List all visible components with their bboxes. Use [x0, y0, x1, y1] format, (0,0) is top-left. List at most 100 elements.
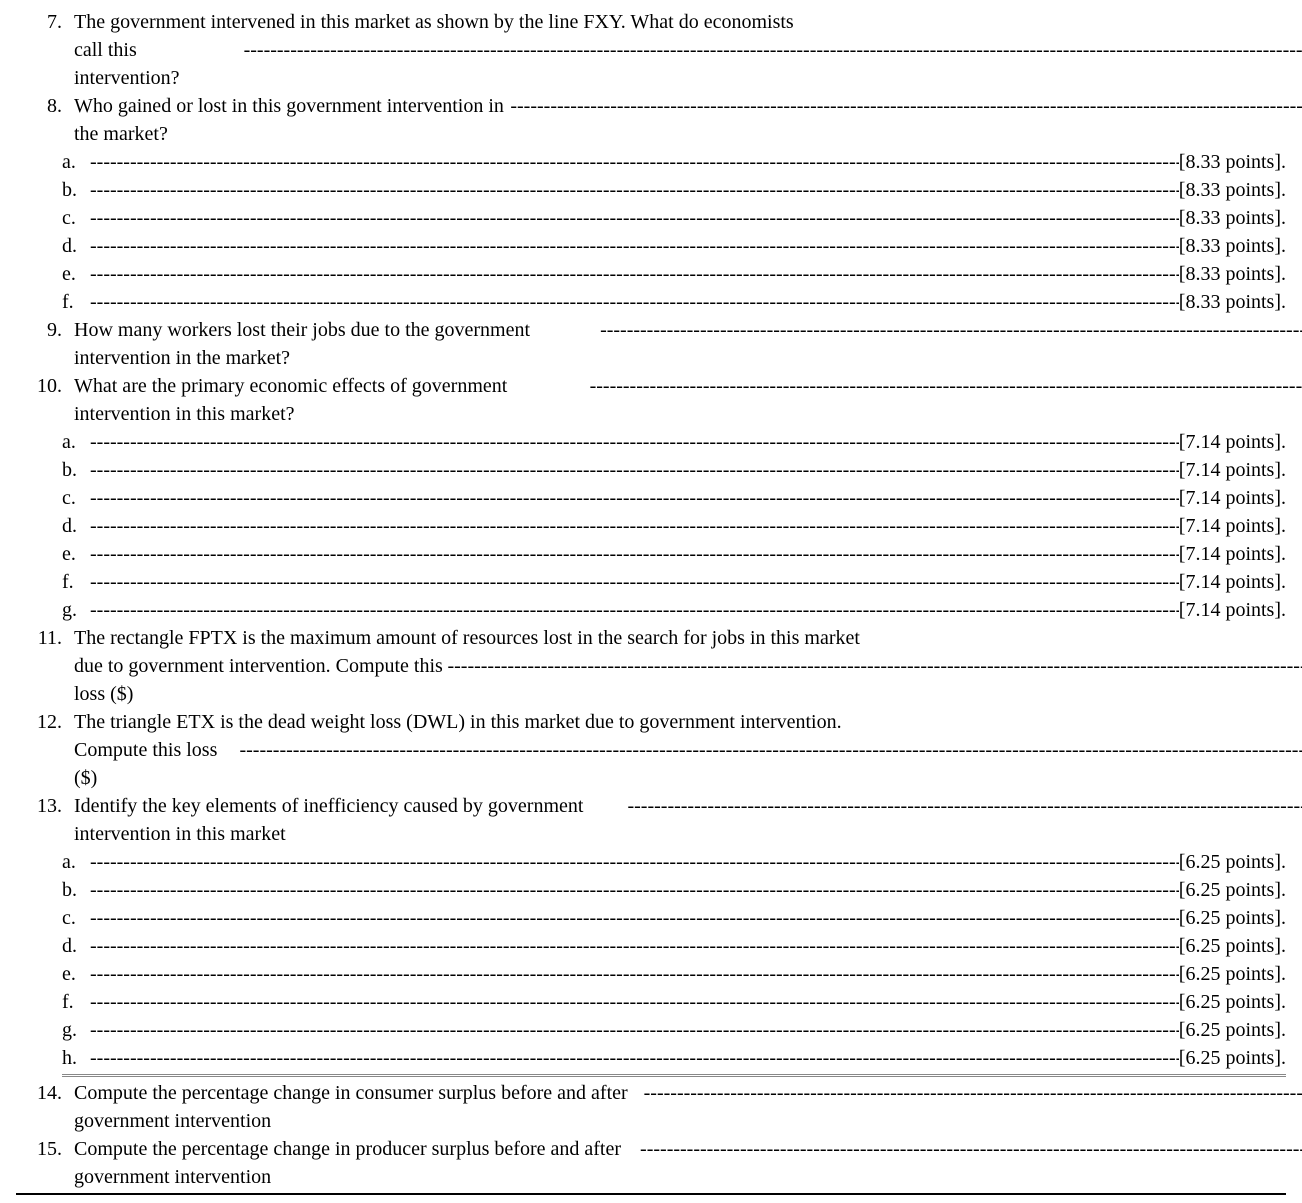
- dash-fill: [90, 232, 1179, 260]
- subitem-label: a.: [62, 148, 90, 176]
- question-line: call this intervention? [50 points].: [74, 36, 1302, 92]
- points-label: [8.33 points].: [1179, 232, 1286, 260]
- question-row: call this intervention? [50 points].: [16, 36, 1286, 92]
- points-label: [7.14 points].: [1179, 484, 1286, 512]
- question-row: 8.Who gained or lost in this government …: [16, 92, 1286, 148]
- text-segment: Compute the percentage change in produce…: [74, 1138, 621, 1188]
- dash-fill: [90, 1044, 1179, 1072]
- subitem-row: d. [8.33 points].: [16, 232, 1286, 260]
- subitem-row: b. [8.33 points].: [16, 176, 1286, 204]
- points-label: [8.33 points].: [1179, 176, 1286, 204]
- text-segment: in this market due to government interve…: [465, 711, 842, 733]
- points-label: [6.25 points].: [1179, 876, 1286, 904]
- text-segment: is the maximum amount of resources lost …: [237, 627, 860, 649]
- dash-fill: [627, 792, 1302, 820]
- subitem-row: g. [7.14 points].: [16, 596, 1286, 624]
- question-number: 15.: [16, 1135, 74, 1163]
- points-label: [6.25 points].: [1179, 988, 1286, 1016]
- question-text: Compute this loss ($): [74, 736, 237, 792]
- question-body: What are the primary economic effects of…: [74, 372, 1302, 428]
- subitem-label: g.: [62, 1016, 90, 1044]
- dash-fill: [90, 428, 1179, 456]
- dash-fill: [90, 876, 1179, 904]
- question-row: 7.The government intervened in this mark…: [16, 8, 1286, 36]
- question-text: due to government intervention. Compute …: [74, 652, 445, 708]
- horizontal-rule: [62, 1074, 1286, 1077]
- dash-fill: [590, 372, 1302, 400]
- question-row: 11.The rectangle FPTX is the maximum amo…: [16, 624, 1286, 652]
- points-label: [7.14 points].: [1179, 596, 1286, 624]
- text-segment: Compute this loss ($): [74, 739, 217, 789]
- dash-fill: [90, 148, 1179, 176]
- text-segment: The: [74, 627, 110, 649]
- text-segment: due to government intervention. Compute …: [74, 655, 443, 705]
- question-text: Compute the percentage change in consume…: [74, 1079, 642, 1135]
- subitem-label: d.: [62, 932, 90, 960]
- horizontal-rule: [16, 1193, 1286, 1195]
- points-label: [6.25 points].: [1179, 1016, 1286, 1044]
- question-body: Identify the key elements of inefficienc…: [74, 792, 1302, 848]
- subitem-row: a. [8.33 points].: [16, 148, 1286, 176]
- question-number: 14.: [16, 1079, 74, 1107]
- subitem-label: g.: [62, 596, 90, 624]
- question-text: call this intervention?: [74, 36, 242, 92]
- points-label: [7.14 points].: [1179, 456, 1286, 484]
- question-body: Compute the percentage change in produce…: [74, 1135, 1302, 1191]
- points-label: [6.25 points].: [1179, 960, 1286, 988]
- question-number: 7.: [16, 8, 74, 36]
- question-body: Who gained or lost in this government in…: [74, 92, 1302, 148]
- question-text: Who gained or lost in this government in…: [74, 92, 508, 148]
- question-body: The government intervened in this market…: [74, 8, 1286, 36]
- subitem-label: a.: [62, 428, 90, 456]
- dash-fill: [90, 456, 1179, 484]
- subitem-row: e.[6.25 points].: [16, 960, 1286, 988]
- subitem-row: f.[7.14 points].: [16, 568, 1286, 596]
- dash-fill: [90, 988, 1179, 1016]
- dash-fill: [90, 176, 1179, 204]
- subitem-label: e.: [62, 540, 90, 568]
- question-line: Compute the percentage change in consume…: [74, 1079, 1302, 1135]
- question-row: 10.What are the primary economic effects…: [16, 372, 1286, 428]
- points-label: [8.33 points].: [1179, 148, 1286, 176]
- subitem-row: d. [6.25 points].: [16, 932, 1286, 960]
- dash-fill: [90, 484, 1179, 512]
- subitem-row: b. [6.25 points].: [16, 876, 1286, 904]
- question-text: What are the primary economic effects of…: [74, 372, 588, 428]
- dash-fill: [90, 848, 1179, 876]
- question-text: Identify the key elements of inefficienc…: [74, 792, 625, 848]
- subitem-row: c. [6.25 points].: [16, 904, 1286, 932]
- question-body: due to government intervention. Compute …: [74, 652, 1302, 708]
- points-label: [7.14 points].: [1179, 540, 1286, 568]
- subitem-label: c.: [62, 204, 90, 232]
- question-text: The triangle ETX is the dead weight loss…: [74, 708, 1286, 736]
- points-label: [6.25 points].: [1179, 932, 1286, 960]
- dash-fill: [90, 904, 1179, 932]
- question-text: How many workers lost their jobs due to …: [74, 316, 598, 372]
- text-segment: Who gained or lost in this government in…: [74, 95, 504, 145]
- dash-fill: [90, 512, 1179, 540]
- text-segment: The: [74, 711, 110, 733]
- question-number: 11.: [16, 624, 74, 652]
- points-label: [6.25 points].: [1179, 904, 1286, 932]
- subitem-row: f.[6.25 points].: [16, 988, 1286, 1016]
- question-line: Compute the percentage change in produce…: [74, 1135, 1302, 1191]
- text-segment: What are the primary economic effects of…: [74, 375, 507, 425]
- subitem-label: b.: [62, 176, 90, 204]
- question-row: 9.How many workers lost their jobs due t…: [16, 316, 1286, 372]
- subitem-label: d.: [62, 232, 90, 260]
- subitem-row: c.[8.33 points].: [16, 204, 1286, 232]
- question-row: 14.Compute the percentage change in cons…: [16, 1079, 1286, 1135]
- subitem-label: c.: [62, 904, 90, 932]
- question-body: call this intervention? [50 points].: [74, 36, 1302, 92]
- question-text: The government intervened in this market…: [74, 8, 1286, 36]
- subitem-label: d.: [62, 512, 90, 540]
- question-text: Compute the percentage change in produce…: [74, 1135, 638, 1191]
- question-number: 8.: [16, 92, 74, 120]
- subitem-row: e.[8.33 points].: [16, 260, 1286, 288]
- text-segment: How many workers lost their jobs due to …: [74, 319, 530, 369]
- dash-fill: [90, 288, 1179, 316]
- dash-fill: [90, 568, 1179, 596]
- subitem-label: b.: [62, 876, 90, 904]
- points-label: [7.14 points].: [1179, 568, 1286, 596]
- points-label: [7.14 points].: [1179, 428, 1286, 456]
